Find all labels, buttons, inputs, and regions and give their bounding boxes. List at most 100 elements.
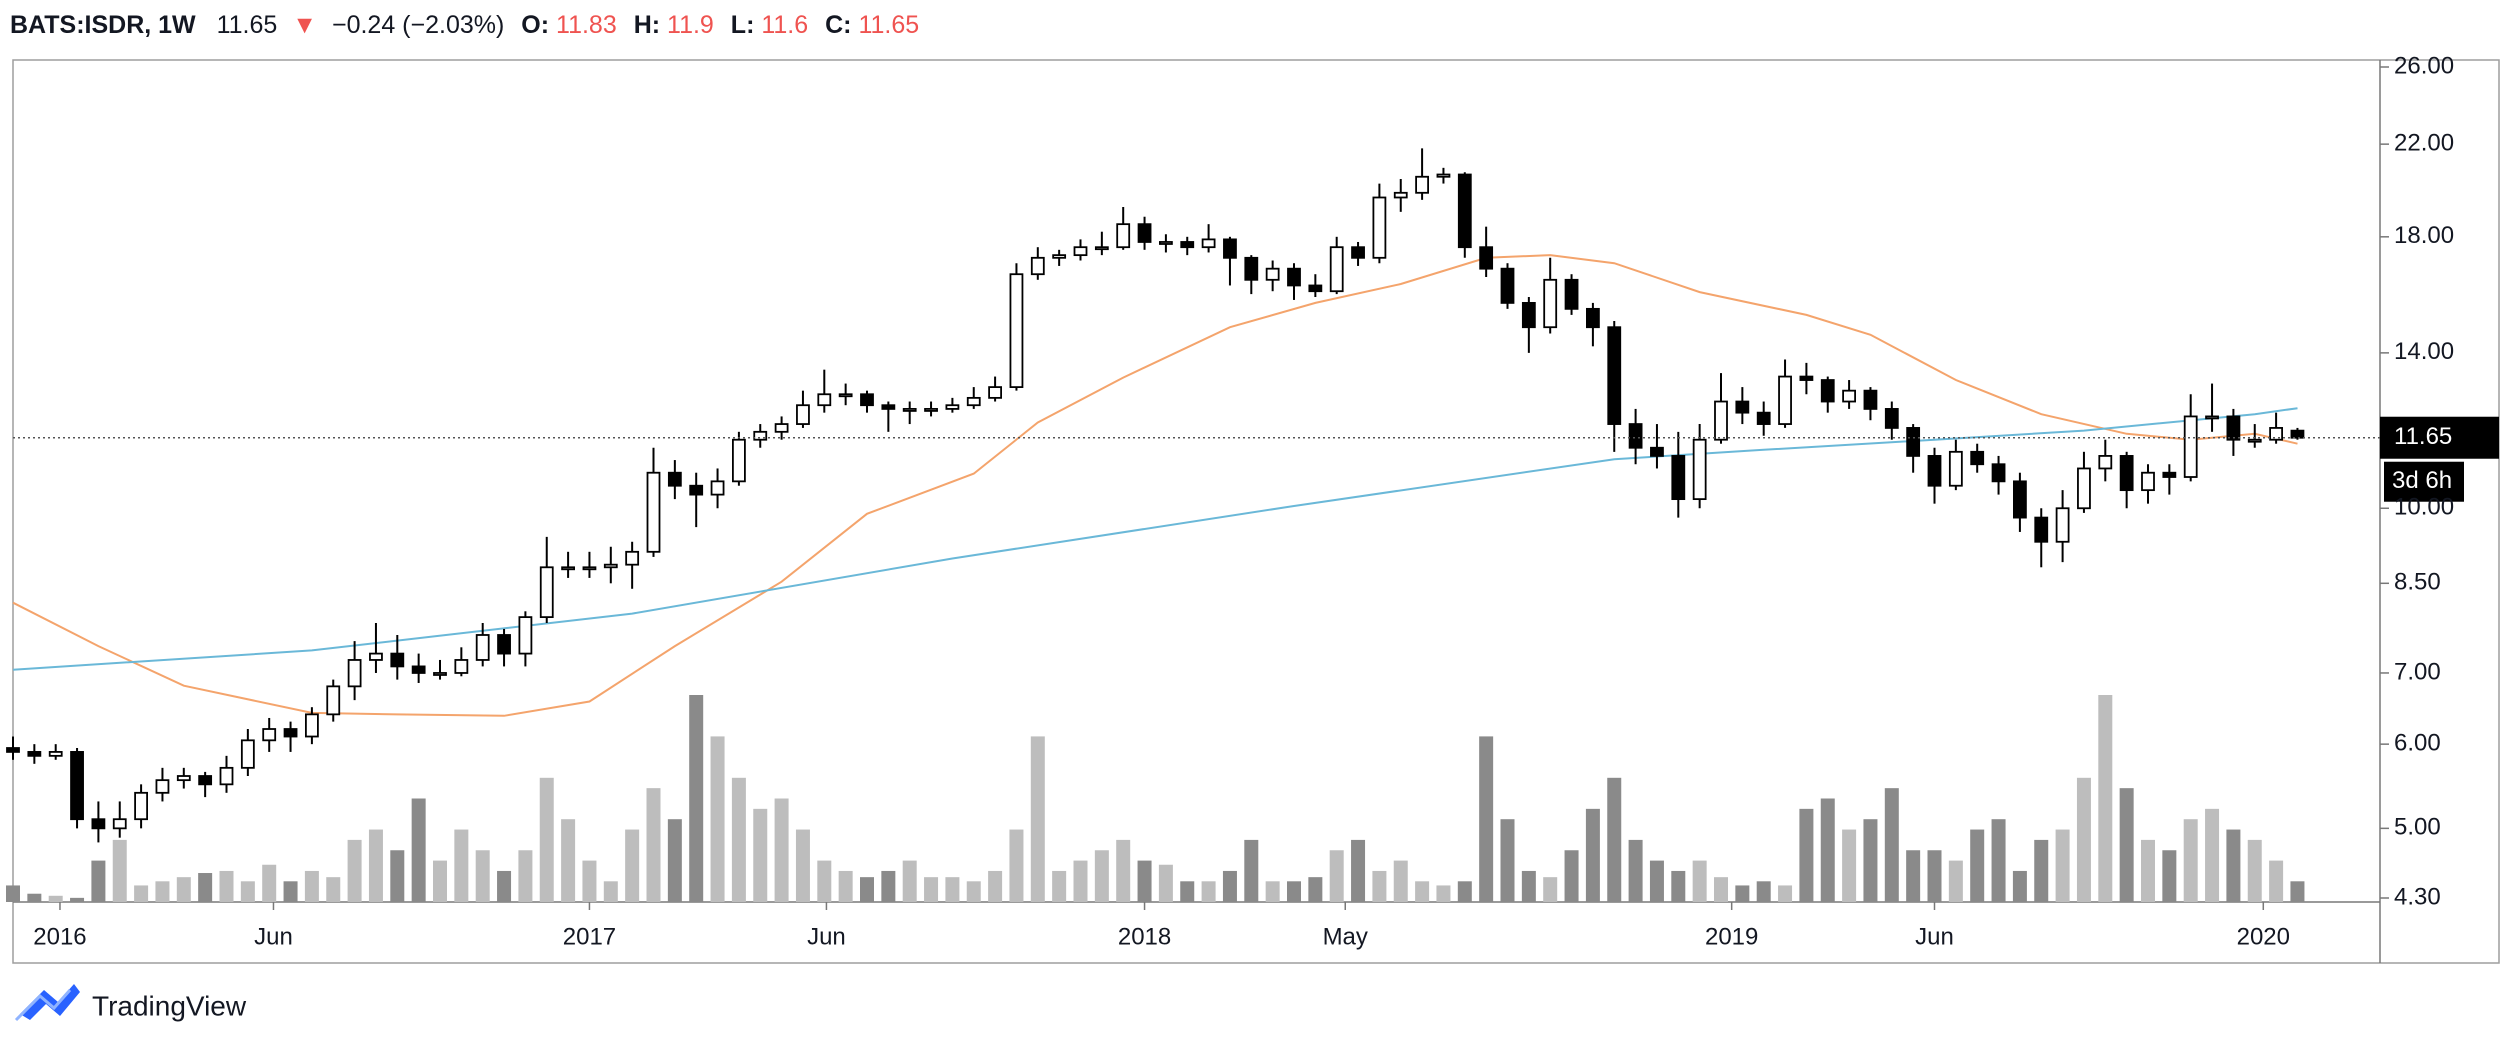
candle-body [1393, 191, 1408, 199]
volume-bar [27, 893, 42, 902]
x-tick-label: 2020 [2237, 923, 2290, 950]
candle-body [112, 818, 127, 830]
candle-body [796, 404, 810, 425]
candle-body [198, 775, 213, 786]
volume-bar [112, 839, 127, 902]
volume-bar [667, 819, 682, 902]
volume-bar [1201, 881, 1216, 902]
candle-body [1692, 438, 1707, 501]
candle-body [262, 728, 277, 742]
candle-body [1223, 238, 1237, 259]
candles-layer [6, 148, 2305, 843]
change: −0.24 (−2.03%) [332, 11, 504, 39]
candle-body [1863, 389, 1878, 410]
volume-bar [1820, 798, 1835, 902]
volume-bar [1094, 850, 1109, 902]
volume-bar [1735, 885, 1750, 902]
volume-bar [817, 860, 832, 902]
volume-bar [1158, 864, 1173, 902]
volume-bar [2226, 829, 2241, 902]
y-tick-label: 18.00 [2394, 222, 2454, 249]
candle-body [1201, 238, 1216, 249]
volume-bar [966, 881, 981, 902]
candle-body [1564, 278, 1579, 310]
candle-body [902, 408, 917, 412]
candle-body [176, 775, 191, 782]
moving-average [12, 407, 2298, 671]
candle-body [219, 766, 234, 786]
volume-bar [1030, 736, 1045, 902]
volume-bar [2055, 829, 2070, 902]
volume-bar [1222, 870, 1237, 902]
volume-bar [1329, 850, 1344, 902]
volume-bar [433, 860, 447, 902]
candle-body [411, 665, 426, 674]
candle-body [817, 393, 832, 407]
overlay-layer: 11.65 3d 6h [13, 416, 2499, 502]
candle-body [1906, 427, 1921, 457]
volume-bar [731, 777, 746, 902]
candle-body [433, 672, 447, 676]
candle-body [2162, 471, 2177, 478]
candle-body [283, 728, 298, 738]
candle-body [1329, 246, 1344, 293]
volume-bar [475, 850, 490, 902]
candle-body [155, 779, 170, 794]
volume-bar [1842, 829, 1857, 902]
candle-body [1799, 375, 1814, 381]
candle-body [710, 480, 725, 496]
candle-body [1457, 173, 1472, 249]
candle-body [753, 430, 768, 441]
candle-body [667, 471, 682, 487]
volume-bar [155, 881, 170, 902]
volume-bar [304, 870, 319, 902]
open-value: 11.83 [556, 11, 617, 39]
candle-body [1052, 254, 1067, 259]
last-price-label: 11.65 [2394, 423, 2452, 450]
candle-body [1073, 246, 1088, 257]
candle-body [1009, 273, 1024, 388]
volume-bar [2162, 850, 2177, 902]
volume-bar [262, 864, 277, 902]
candle-body [2077, 467, 2091, 510]
volume-bar [1756, 881, 1771, 902]
volume-bar [2098, 695, 2113, 902]
volume-bar [390, 850, 405, 902]
volume-bar [2183, 819, 2198, 902]
open-label: O: [521, 11, 549, 39]
x-tick-label: 2018 [1118, 923, 1171, 950]
volume-bar [1863, 819, 1878, 902]
volume-bar [1884, 788, 1899, 902]
volume-bar [838, 870, 853, 902]
volume-layer [6, 695, 2305, 902]
volume-bar [1180, 881, 1195, 902]
volume-bar [198, 873, 213, 902]
y-tick-label: 6.00 [2394, 729, 2441, 756]
candle-body [603, 563, 618, 569]
y-tick-label: 26.00 [2394, 52, 2454, 79]
x-tick-label: Jun [254, 923, 293, 950]
candle-body [134, 791, 149, 821]
y-tick-label: 4.30 [2394, 883, 2441, 910]
volume-bar [240, 881, 255, 902]
volume-bar [1714, 877, 1728, 902]
candle-body [966, 396, 981, 407]
y-tick-label: 8.50 [2394, 569, 2441, 596]
volume-bar [753, 808, 768, 902]
candle-body [1991, 463, 2006, 483]
chart-frame [12, 59, 2500, 964]
candle-body [2205, 415, 2219, 420]
low-label: L: [731, 11, 755, 39]
volume-bar [945, 877, 960, 902]
volume-bar [454, 829, 469, 902]
candle-body [518, 616, 533, 655]
candle-body [646, 471, 661, 553]
candle-body [561, 566, 575, 571]
candle-body [91, 818, 106, 830]
candle-body [1415, 175, 1429, 194]
candle-body [1735, 400, 1750, 414]
volume-bar [2205, 808, 2220, 902]
candle-body [6, 747, 20, 753]
volume-bar [1457, 881, 1472, 902]
candle-body [1500, 267, 1515, 304]
